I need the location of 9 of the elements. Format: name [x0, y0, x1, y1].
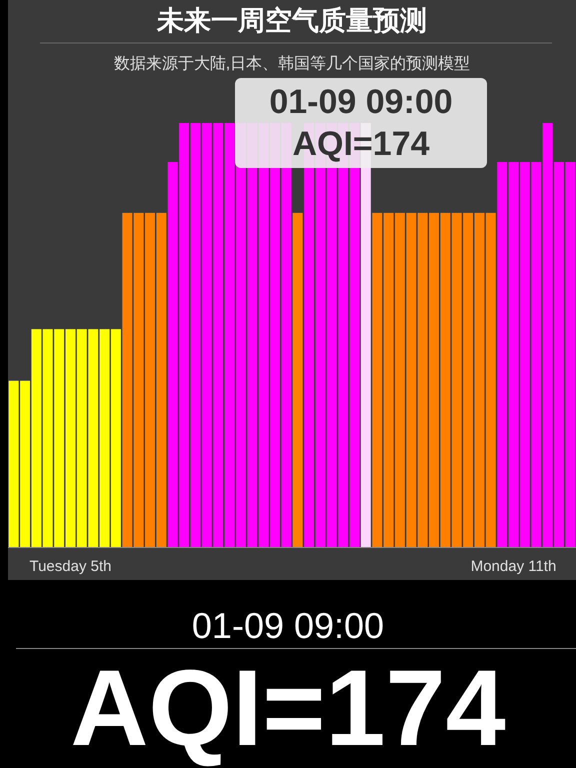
text: 01-09 09:00	[190, 604, 386, 648]
x-tick-label: Tuesday 5th	[29, 558, 112, 575]
annotation: AQI=174	[291, 124, 431, 165]
text: 01-09 09:00	[268, 82, 454, 123]
bar	[292, 212, 303, 547]
chart-subtitle: 数据来源于大陆,日本、韩国等几个国家的预测模型	[114, 54, 470, 72]
text: AQI=174	[69, 647, 507, 768]
chart-title: 未来一周空气质量预测	[156, 6, 427, 36]
x-tick-label: Monday 11th	[470, 558, 556, 575]
